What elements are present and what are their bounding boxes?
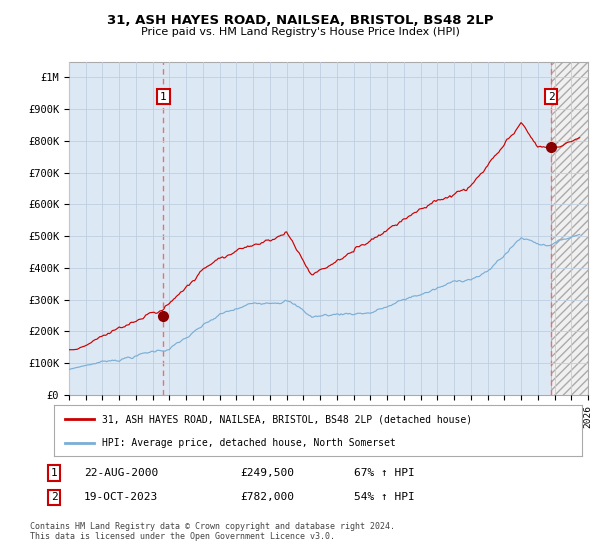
Text: 1: 1 xyxy=(50,468,58,478)
Text: 67% ↑ HPI: 67% ↑ HPI xyxy=(354,468,415,478)
Text: Contains HM Land Registry data © Crown copyright and database right 2024.
This d: Contains HM Land Registry data © Crown c… xyxy=(30,522,395,542)
Text: 1: 1 xyxy=(160,92,167,101)
Text: HPI: Average price, detached house, North Somerset: HPI: Average price, detached house, Nort… xyxy=(101,438,395,448)
Bar xyxy=(551,62,588,395)
Text: 22-AUG-2000: 22-AUG-2000 xyxy=(84,468,158,478)
Text: 54% ↑ HPI: 54% ↑ HPI xyxy=(354,492,415,502)
Text: £249,500: £249,500 xyxy=(240,468,294,478)
Text: Price paid vs. HM Land Registry's House Price Index (HPI): Price paid vs. HM Land Registry's House … xyxy=(140,27,460,37)
Text: £782,000: £782,000 xyxy=(240,492,294,502)
Text: 31, ASH HAYES ROAD, NAILSEA, BRISTOL, BS48 2LP: 31, ASH HAYES ROAD, NAILSEA, BRISTOL, BS… xyxy=(107,14,493,27)
Text: 2: 2 xyxy=(50,492,58,502)
Text: 2: 2 xyxy=(548,92,554,101)
Text: 31, ASH HAYES ROAD, NAILSEA, BRISTOL, BS48 2LP (detached house): 31, ASH HAYES ROAD, NAILSEA, BRISTOL, BS… xyxy=(101,414,472,424)
Text: 19-OCT-2023: 19-OCT-2023 xyxy=(84,492,158,502)
